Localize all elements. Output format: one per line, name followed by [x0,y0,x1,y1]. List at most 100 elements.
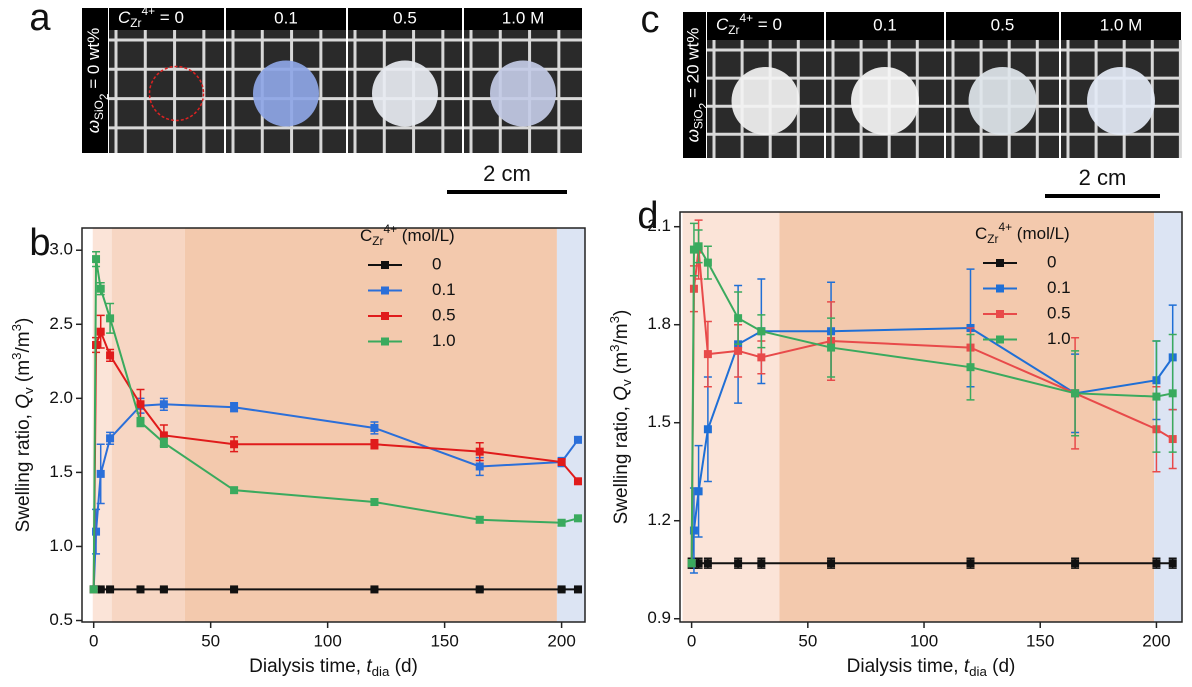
panel-label: b [29,222,50,264]
y-tick-label: 0.9 [647,608,671,627]
data-point [230,403,239,412]
sample-disc [968,67,1037,135]
photo-header: 1.0 M [502,8,545,27]
data-point [827,343,836,352]
text-part: dia [372,664,390,679]
text-part: C [360,226,372,245]
data-point [159,438,168,447]
text-part: = 0 wt% [84,28,103,94]
data-point [136,400,145,409]
text-part: C [118,8,131,27]
scale-label: 2 cm [483,161,531,186]
y-axis-label: Swelling ratio, Qv (m3/m3) [9,318,36,533]
shaded-region [556,228,585,622]
x-tick-label: 200 [547,631,575,650]
y-tick-label: 1.2 [647,510,671,529]
text-part: 2 [97,93,111,100]
data-point [966,559,975,568]
data-point [89,585,98,594]
photo-header: CZr4+ = 0 [716,11,782,37]
y-tick-label: 1.5 [49,462,73,481]
text-part: Zr [728,23,739,37]
x-tick-label: 100 [910,631,938,650]
data-point [96,284,105,293]
data-point [757,353,766,362]
side-label-bg [683,12,706,158]
text-part: t [964,656,970,677]
data-point [370,423,379,432]
text-part: (m [611,352,632,379]
data-point [689,245,698,254]
x-tick-label: 0 [687,631,696,650]
header-bg [348,8,462,30]
x-tick-label: 50 [201,631,220,650]
data-point [475,462,484,471]
text-part: 4+ [142,4,156,18]
legend-title: CZr4+ (mol/L) [975,220,1070,246]
text-part: t [366,656,372,677]
text-part: ω [684,129,703,142]
legend-label: 1.0 [1047,329,1071,348]
text-part: ) [13,318,34,324]
text-part: 2 [697,102,711,109]
x-tick-label: 200 [1142,631,1170,650]
shaded-region [1154,212,1182,622]
legend-label: 0.1 [1047,278,1071,297]
data-point [734,314,743,323]
legend-label: 0.5 [432,305,456,324]
text-part: C [975,224,987,243]
sample-disc [731,67,800,135]
data-point [734,346,743,355]
sample-disc [1087,67,1155,135]
text-part: = 0 [155,8,184,27]
data-point [96,469,105,478]
legend-marker [996,284,1004,293]
x-axis-label: Dialysis time, tdia (d) [847,656,1016,679]
header-bg [226,8,346,30]
header-bg [109,8,224,30]
data-point [1152,559,1161,568]
text-part: Dialysis time, [847,656,964,677]
text-part: /m [611,323,632,344]
x-tick-label: 50 [798,631,817,650]
data-point [1168,559,1177,568]
text-part: Q [611,386,632,401]
text-part: (m [13,360,34,387]
data-point [557,518,566,527]
legend-label: 0 [1047,252,1056,271]
data-point [557,458,566,467]
y-tick-label: 1.0 [49,536,73,555]
header-bg [707,12,824,40]
text-part: C [716,15,729,34]
photo-header: 0.1 [274,8,298,27]
data-point [370,498,379,507]
legend-marker [381,261,389,269]
data-point [573,477,582,486]
y-axis-label: Swelling ratio, Qv (m3/m3) [607,310,634,525]
header-bg [464,8,582,30]
data-point [106,351,115,360]
data-point [573,514,582,523]
x-tick-label: 150 [1026,631,1054,650]
data-point [136,418,145,427]
data-point [96,327,105,336]
data-point [475,585,484,594]
data-point [106,585,115,594]
data-point [827,559,836,568]
text-part: 4+ [384,222,398,236]
legend-label: 0.1 [432,280,456,299]
data-point [703,350,712,359]
photo-header: 0.5 [393,8,417,27]
data-point [159,400,168,409]
sample-disc [253,60,319,127]
text-part: (mol/L) [397,226,455,245]
data-point [136,585,145,594]
side-label: ωSiO2 = 20 wt% [684,28,711,143]
text-part: dia [969,664,987,679]
data-point [475,515,484,524]
data-point [96,585,105,594]
text-part: Dialysis time, [249,656,366,677]
data-point [966,363,975,372]
data-point [734,559,743,568]
text-part: 4+ [740,11,754,25]
